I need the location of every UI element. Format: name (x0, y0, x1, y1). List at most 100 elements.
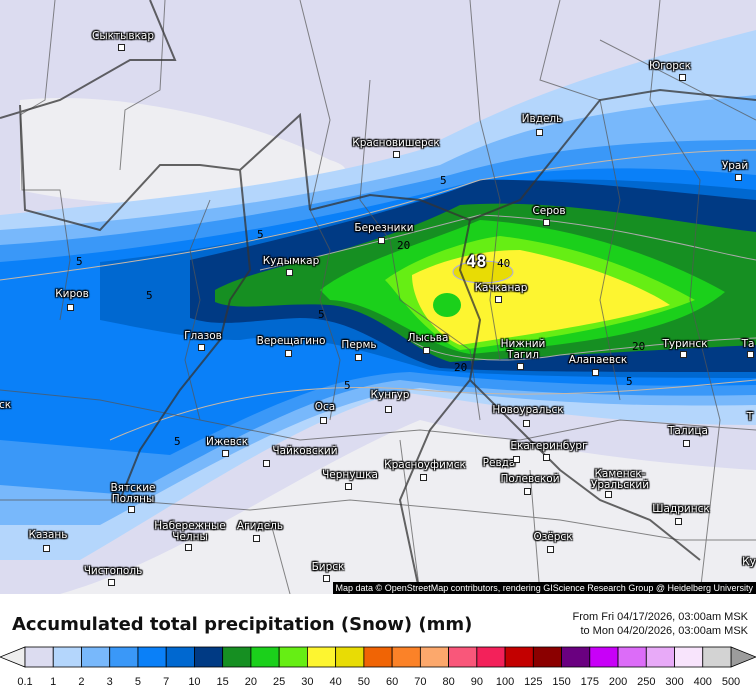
colorbar-tick-label: 2 (78, 676, 85, 688)
colorbar-tick-label: 400 (693, 676, 712, 688)
city-label: Екатеринбург (510, 440, 588, 452)
colorbar-tick-label: 15 (216, 676, 229, 688)
city-marker-icon (263, 460, 270, 467)
contour-label: 5 (174, 435, 181, 448)
city-marker-icon (605, 491, 612, 498)
colorbar-tick-label: 10 (188, 676, 201, 688)
city-marker-icon (378, 237, 385, 244)
colorbar-cell (532, 646, 562, 668)
city-label: Глазов (184, 330, 222, 342)
city-marker-icon (592, 369, 599, 376)
city-label: Кунгур (370, 389, 410, 401)
city-marker-icon (523, 420, 530, 427)
period-from: From Fri 04/17/2026, 03:00am MSK (572, 611, 748, 623)
colorbar-tick-label: 20 (244, 676, 258, 688)
precipitation-field (0, 0, 756, 594)
city-marker-icon (513, 456, 520, 463)
region-borders (0, 0, 756, 594)
city-marker-icon (495, 296, 502, 303)
city-label: Ижевск (205, 436, 249, 448)
city-marker-icon (679, 74, 686, 81)
city-marker-icon (222, 450, 229, 457)
city-marker-icon (345, 483, 352, 490)
city-label: Верещагино (256, 335, 326, 347)
city-marker-icon (128, 506, 135, 513)
colorbar-under-arrow (0, 646, 26, 668)
city-label: ск (0, 399, 12, 411)
city-label: Югорск (648, 60, 692, 72)
city-label: Лысьва (407, 332, 449, 344)
city-label: Красновишерск (352, 137, 440, 149)
colorbar-tick-label: 100 (495, 676, 515, 688)
city-label: Туринск (662, 338, 708, 350)
city-label: Оса (314, 401, 336, 413)
city-label: Каменск- Уральский (590, 468, 650, 491)
colorbar-tick-label: 25 (273, 676, 286, 688)
city-marker-icon (323, 575, 330, 582)
city-marker-icon (320, 417, 327, 424)
contour-label: 48 (466, 252, 487, 272)
colorbar-tick-label: 80 (442, 676, 455, 688)
colorbar-tick-label: 125 (524, 676, 543, 688)
city-marker-icon (683, 440, 690, 447)
city-marker-icon (118, 44, 125, 51)
colorbar-cell (645, 646, 675, 668)
city-label: Березники (354, 222, 414, 234)
colorbar-over-arrow (730, 646, 756, 668)
colorbar-cell (504, 646, 534, 668)
city-label: Та (741, 338, 755, 350)
colorbar-tick-label: 7 (163, 676, 170, 688)
region-light (20, 98, 346, 205)
colorbar-cell (278, 646, 308, 668)
colorbar-tick-label: 200 (608, 676, 628, 688)
period-to: to Mon 04/20/2026, 03:00am MSK (580, 625, 748, 637)
contour-label: 5 (146, 289, 153, 302)
colorbar-cell (194, 646, 224, 668)
city-marker-icon (543, 219, 550, 226)
city-marker-icon (543, 454, 550, 461)
contour-label: 5 (626, 375, 633, 388)
city-marker-icon (385, 406, 392, 413)
colorbar-cell (52, 646, 82, 668)
city-label: Киров (55, 288, 89, 300)
city-label: Алапаевск (568, 354, 628, 366)
colorbar-cell (702, 646, 732, 668)
legend-title: Accumulated total precipitation (Snow) (… (12, 614, 473, 635)
colorbar-tick-label: 40 (329, 676, 342, 688)
colorbar-cell (419, 646, 449, 668)
contour-label: 20 (397, 239, 411, 252)
band-40mm (452, 260, 514, 284)
colorbar-tick-label: 90 (470, 676, 483, 688)
city-marker-icon (547, 546, 554, 553)
city-label: Серов (532, 205, 566, 217)
contour-label: 5 (344, 379, 351, 392)
city-label: Ивдель (521, 113, 563, 125)
precipitation-map[interactable]: Сыктывкар Югорск Ивдель Красновишерск Урай Се… (0, 0, 756, 594)
city-label: Пермь (341, 339, 377, 351)
contour-label: 20 (454, 361, 468, 374)
colorbar-tick-label: 175 (580, 676, 599, 688)
city-marker-icon (680, 351, 687, 358)
city-marker-icon (524, 488, 531, 495)
city-label: Агидель (236, 520, 284, 532)
colorbar-tick-label: 250 (637, 676, 656, 688)
band-20mm-spot (433, 293, 461, 317)
city-label: Бирск (311, 561, 345, 573)
colorbar-cell (306, 646, 337, 668)
admin-borders (0, 0, 756, 594)
city-marker-icon (43, 545, 50, 552)
colorbar-cell (109, 646, 139, 668)
city-marker-icon (286, 269, 293, 276)
colorbar-tick-label: 0.1 (17, 676, 33, 688)
city-label: Чистополь (83, 565, 143, 577)
colorbar-cell (335, 646, 365, 668)
city-marker-icon (355, 354, 362, 361)
city-label: Талица (668, 425, 708, 437)
city-marker-icon (423, 347, 430, 354)
city-label: Чайковский (272, 445, 338, 457)
city-marker-icon (253, 535, 260, 542)
colorbar-tick-label: 5 (134, 676, 142, 688)
city-marker-icon (735, 174, 742, 181)
colorbar-tick-label: 500 (721, 676, 741, 688)
colorbar-tick-label: 60 (385, 676, 399, 688)
